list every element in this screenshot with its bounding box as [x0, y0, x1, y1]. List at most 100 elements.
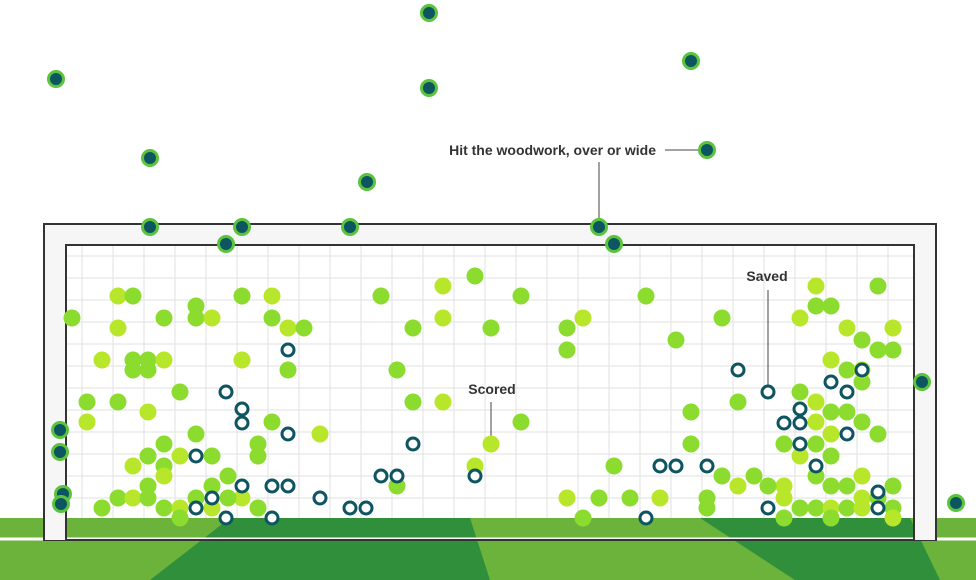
annotation-saved: Saved: [746, 268, 787, 284]
shot-scored: [853, 467, 871, 485]
goal-frame: [43, 223, 937, 541]
shot-saved: [760, 384, 776, 400]
shot-scored: [203, 477, 221, 495]
shot-scored: [807, 393, 825, 411]
shot-scored: [713, 467, 731, 485]
shot-saved: [342, 500, 358, 516]
shot-scored: [590, 489, 608, 507]
shot-saved: [234, 401, 250, 417]
shot-saved: [839, 426, 855, 442]
shot-saved: [870, 500, 886, 516]
shot-scored: [187, 425, 205, 443]
shot-scored: [155, 435, 173, 453]
shot-scored: [775, 435, 793, 453]
shot-scored: [482, 319, 500, 337]
shot-missed: [51, 421, 69, 439]
shot-saved: [823, 374, 839, 390]
shot-scored: [109, 393, 127, 411]
shot-scored: [388, 361, 406, 379]
shot-scored: [249, 499, 267, 517]
shot-scored: [558, 489, 576, 507]
shot-missed: [420, 4, 438, 22]
shot-scored: [884, 319, 902, 337]
shot-saved: [280, 342, 296, 358]
shot-scored: [203, 447, 221, 465]
shot-scored: [78, 413, 96, 431]
shot-missed: [358, 173, 376, 191]
shot-scored: [155, 309, 173, 327]
shot-saved: [373, 468, 389, 484]
shot-scored: [807, 413, 825, 431]
shot-scored: [109, 287, 127, 305]
shot-scored: [651, 489, 669, 507]
shot-scored: [139, 489, 157, 507]
shot-missed: [233, 218, 251, 236]
shot-scored: [124, 361, 142, 379]
shot-scored: [263, 413, 281, 431]
shot-scored: [682, 435, 700, 453]
shot-scored: [884, 509, 902, 527]
shot-scored: [155, 499, 173, 517]
shot-saved: [264, 478, 280, 494]
shot-missed: [52, 495, 70, 513]
shot-missed: [341, 218, 359, 236]
shot-scored: [155, 467, 173, 485]
shot-scored: [109, 489, 127, 507]
shot-saved: [234, 415, 250, 431]
shot-scored: [372, 287, 390, 305]
shot-saved: [776, 415, 792, 431]
shot-missed: [47, 70, 65, 88]
shot-scored: [713, 309, 731, 327]
shot-scored: [404, 393, 422, 411]
shot-scored: [759, 477, 777, 495]
shot-scored: [775, 477, 793, 495]
shot-scored: [171, 383, 189, 401]
shot-scored: [822, 447, 840, 465]
annotation-scored: Scored: [468, 381, 515, 397]
shots-missed: [47, 4, 965, 513]
shot-scored: [279, 361, 297, 379]
shot-saved: [312, 490, 328, 506]
shot-scored: [853, 499, 871, 517]
shot-scored: [249, 435, 267, 453]
shot-scored: [311, 425, 329, 443]
annotation-miss: Hit the woodwork, over or wide: [449, 142, 656, 158]
shot-missed: [420, 79, 438, 97]
shot-scored: [822, 509, 840, 527]
shot-scored: [124, 287, 142, 305]
shot-scored: [249, 447, 267, 465]
shot-scored: [78, 393, 96, 411]
shot-saved: [854, 362, 870, 378]
shot-saved: [839, 384, 855, 400]
shot-saved: [218, 384, 234, 400]
shot-scored: [482, 435, 500, 453]
shot-scored: [512, 287, 530, 305]
shot-scored: [822, 351, 840, 369]
shot-scored: [512, 413, 530, 431]
shot-scored: [682, 403, 700, 421]
shot-scored: [263, 309, 281, 327]
shot-scored: [729, 393, 747, 411]
shot-scored: [187, 297, 205, 315]
shot-missed: [682, 52, 700, 70]
shot-saved: [870, 484, 886, 500]
shot-scored: [466, 267, 484, 285]
shot-scored: [109, 319, 127, 337]
shot-saved: [405, 436, 421, 452]
shot-scored: [139, 361, 157, 379]
shot-saved: [280, 478, 296, 494]
shot-scored: [187, 309, 205, 327]
shot-scored: [233, 489, 251, 507]
shot-missed: [141, 149, 159, 167]
shot-missed: [141, 218, 159, 236]
shot-scored: [822, 425, 840, 443]
shot-scored: [838, 319, 856, 337]
shot-saved: [234, 478, 250, 494]
shot-scored: [869, 277, 887, 295]
shot-scored: [807, 499, 825, 517]
shot-scored: [853, 373, 871, 391]
shot-missed: [947, 494, 965, 512]
shot-scored: [263, 287, 281, 305]
shot-scored: [853, 413, 871, 431]
shot-scored: [822, 403, 840, 421]
